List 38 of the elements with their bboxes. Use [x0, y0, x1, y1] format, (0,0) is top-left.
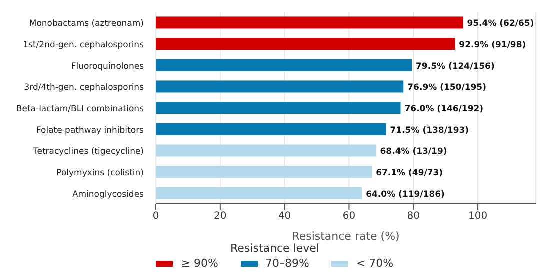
bar — [156, 80, 404, 93]
x-axis-title: Resistance rate (%) — [292, 230, 400, 243]
y-tick-label: Aminoglycosides — [72, 190, 145, 200]
data-label: 71.5% (138/193) — [390, 126, 470, 136]
x-tick-label: 20 — [214, 211, 227, 222]
y-tick-label: Monobactams (aztreonam) — [29, 19, 144, 30]
x-tick-label: 100 — [468, 211, 488, 222]
y-tick-label: Tetracyclines (tigecycline) — [32, 147, 144, 158]
bar — [156, 144, 376, 157]
y-tick-label: Beta-lactam/BLI combinations — [16, 104, 145, 114]
y-tick-label: Fluoroquinolones — [71, 62, 145, 72]
data-label: 95.4% (62/65) — [467, 19, 534, 30]
legend-label: 70–89% — [264, 257, 310, 270]
data-label: 92.9% (91/98) — [459, 40, 526, 51]
legend-label: ≥ 90% — [180, 257, 219, 270]
y-tick-label: Folate pathway inhibitors — [36, 126, 145, 136]
bar — [156, 38, 456, 50]
y-tick-label: 3rd/4th-gen. cephalosporins — [24, 83, 145, 94]
data-label: 76.9% (150/195) — [408, 83, 487, 94]
x-tick-label: 0 — [152, 211, 160, 222]
data-label: 79.5% (124/156) — [416, 62, 495, 72]
bar — [156, 102, 401, 114]
x-tick-label: 60 — [342, 211, 356, 222]
bar — [156, 123, 386, 136]
bar — [156, 59, 412, 72]
y-tick-label: 1st/2nd-gen. cephalosporins — [23, 40, 145, 50]
bar — [156, 16, 464, 29]
data-label: 68.4% (13/19) — [380, 147, 448, 158]
data-label: 76.0% (146/192) — [404, 104, 484, 115]
x-tick-label: 40 — [278, 211, 292, 222]
legend-title: Resistance level — [230, 242, 320, 255]
y-tick-label: Polymyxins (colistin) — [56, 168, 144, 178]
legend-label: < 70% — [355, 257, 394, 270]
bar — [156, 187, 362, 200]
data-label: 64.0% (119/186) — [366, 190, 446, 200]
data-label: 67.1% (49/73) — [376, 168, 444, 179]
bar — [156, 166, 372, 178]
x-tick-label: 80 — [407, 211, 420, 222]
